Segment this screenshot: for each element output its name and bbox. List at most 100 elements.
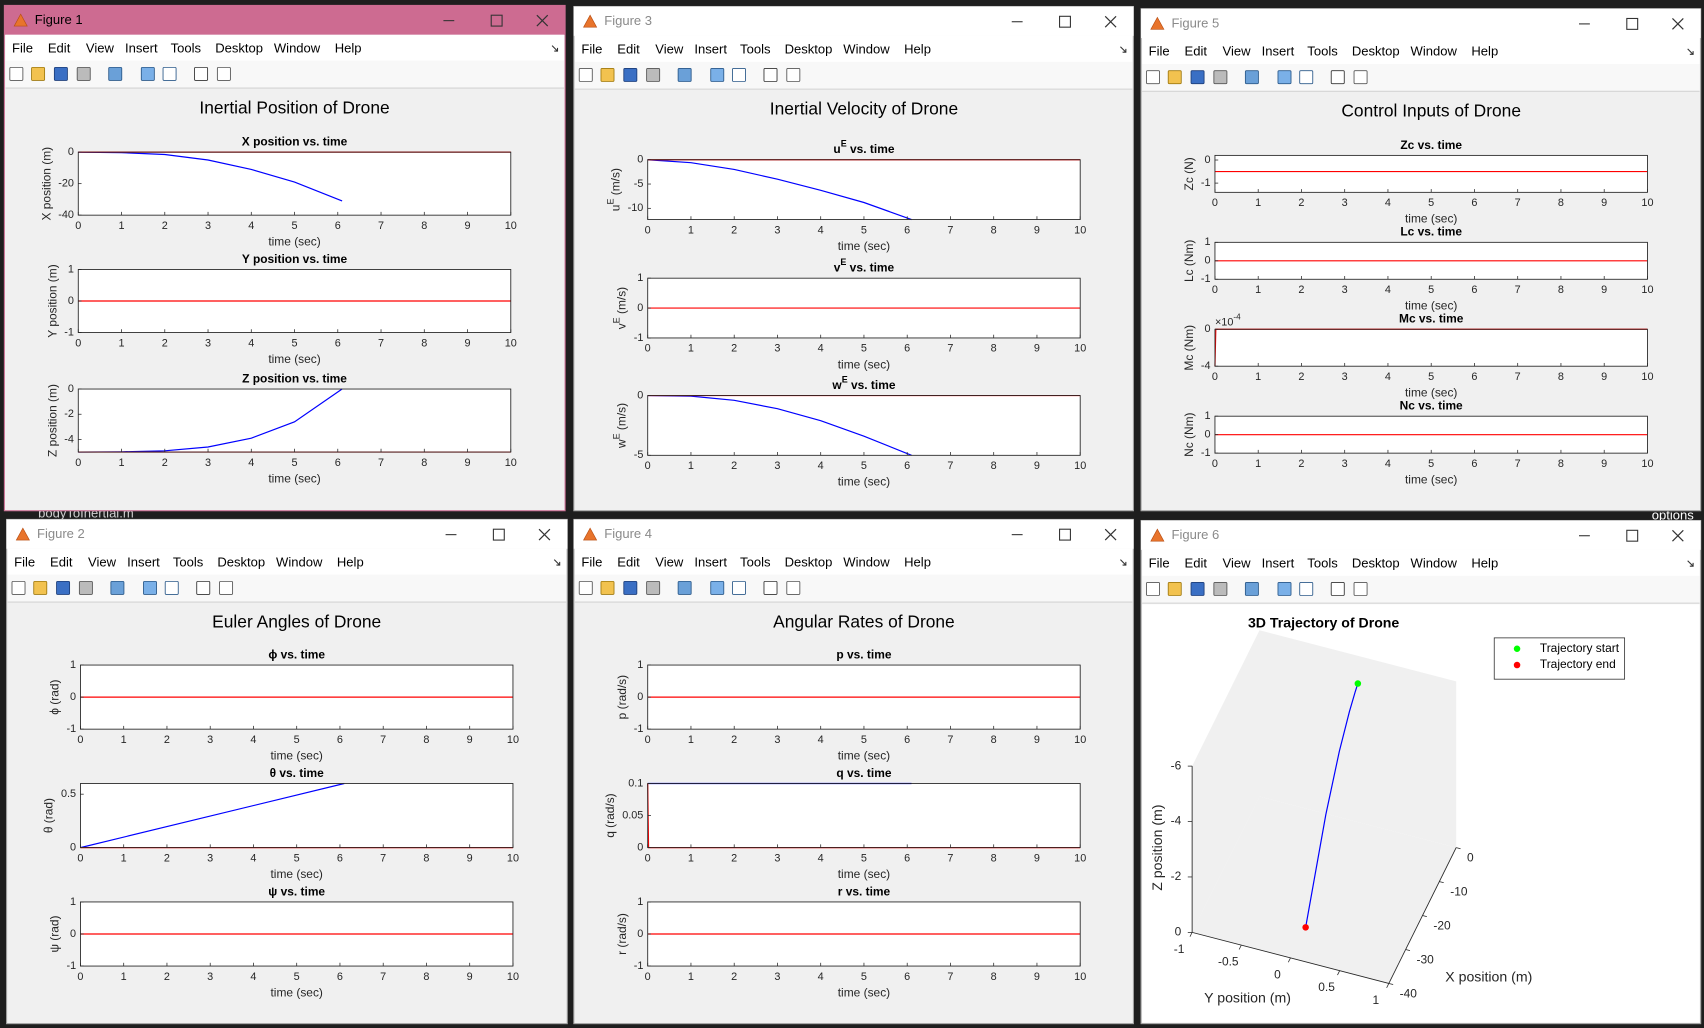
menu-item[interactable]: Insert: [1262, 555, 1295, 570]
toolbar-icon[interactable]: [33, 580, 48, 595]
toolbar-icon[interactable]: [11, 580, 26, 595]
maximize-button[interactable]: [1059, 528, 1071, 541]
toolbar-icon[interactable]: [1330, 582, 1345, 596]
toolbar-icon[interactable]: [162, 66, 177, 81]
menu-item[interactable]: Tools: [740, 41, 771, 56]
menu-item[interactable]: File: [581, 41, 602, 56]
menu-item[interactable]: Window: [1411, 555, 1458, 570]
toolbar-icon[interactable]: [31, 66, 46, 81]
menu-item[interactable]: Tools: [1307, 44, 1338, 59]
toolbar-icon[interactable]: [1244, 70, 1259, 85]
menu-item[interactable]: Help: [1471, 44, 1498, 59]
close-button[interactable]: [1672, 529, 1684, 542]
toolbar-icon[interactable]: [110, 580, 125, 595]
toolbar-icon[interactable]: [1277, 70, 1292, 85]
menu-item[interactable]: Edit: [1185, 555, 1208, 570]
toolbar-icon[interactable]: [1190, 70, 1205, 85]
toolbar-icon[interactable]: [53, 66, 68, 81]
toolbar-icon[interactable]: [600, 580, 615, 595]
toolbar-icon[interactable]: [732, 68, 746, 82]
menu-item[interactable]: Insert: [127, 554, 160, 569]
menu-item[interactable]: Tools: [173, 554, 204, 569]
menu-dock-arrow[interactable]: [1687, 48, 1694, 55]
menu-item[interactable]: File: [1149, 555, 1170, 570]
menu-item[interactable]: File: [581, 554, 602, 569]
menu-item[interactable]: Window: [843, 554, 890, 569]
menu-item[interactable]: View: [655, 41, 684, 56]
menu-item[interactable]: Insert: [125, 40, 158, 55]
menu-item[interactable]: File: [12, 40, 33, 55]
toolbar-icon[interactable]: [216, 66, 231, 81]
toolbar-icon[interactable]: [677, 68, 692, 82]
menu-dock-arrow[interactable]: [553, 559, 561, 566]
toolbar-icon[interactable]: [732, 580, 746, 595]
toolbar-icon[interactable]: [1146, 582, 1160, 596]
toolbar-icon[interactable]: [623, 580, 638, 595]
toolbar-icon[interactable]: [1299, 582, 1314, 596]
menu-item[interactable]: Desktop: [785, 554, 833, 569]
menu-item[interactable]: Desktop: [215, 40, 263, 55]
menu-item[interactable]: File: [1149, 44, 1170, 59]
toolbar-icon[interactable]: [646, 68, 661, 82]
toolbar-icon[interactable]: [710, 68, 725, 82]
toolbar-icon[interactable]: [710, 580, 725, 595]
toolbar-icon[interactable]: [1146, 70, 1160, 85]
menu-item[interactable]: Help: [904, 554, 931, 569]
toolbar-icon[interactable]: [76, 66, 91, 81]
toolbar-icon[interactable]: [1277, 582, 1292, 596]
menu-dock-arrow[interactable]: [1120, 559, 1127, 566]
toolbar-icon[interactable]: [196, 580, 211, 595]
toolbar-icon[interactable]: [578, 68, 593, 82]
menu-item[interactable]: Tools: [1307, 555, 1338, 570]
toolbar-icon[interactable]: [646, 580, 661, 595]
maximize-button[interactable]: [1626, 17, 1639, 30]
toolbar-icon[interactable]: [623, 68, 638, 82]
menu-item[interactable]: View: [1223, 44, 1252, 59]
menu-item[interactable]: Window: [276, 554, 323, 569]
toolbar-icon[interactable]: [143, 580, 157, 595]
menu-item[interactable]: Window: [274, 40, 321, 55]
toolbar-icon[interactable]: [1190, 582, 1205, 596]
toolbar-icon[interactable]: [1213, 70, 1228, 85]
toolbar-icon[interactable]: [600, 68, 615, 82]
toolbar-icon[interactable]: [1330, 70, 1345, 85]
menu-dock-arrow[interactable]: [1120, 46, 1127, 53]
toolbar-icon[interactable]: [1244, 582, 1259, 596]
close-button[interactable]: [538, 528, 551, 541]
menu-item[interactable]: View: [88, 554, 117, 569]
menu-item[interactable]: Tools: [740, 554, 771, 569]
toolbar-icon[interactable]: [786, 580, 801, 595]
menu-item[interactable]: Help: [904, 41, 931, 56]
maximize-button[interactable]: [1059, 15, 1071, 28]
toolbar-icon[interactable]: [677, 580, 692, 595]
close-button[interactable]: [1104, 15, 1117, 28]
toolbar-icon[interactable]: [1353, 70, 1368, 85]
close-button[interactable]: [1104, 528, 1117, 541]
toolbar-icon[interactable]: [786, 68, 801, 82]
maximize-button[interactable]: [490, 14, 503, 27]
menu-item[interactable]: Desktop: [1352, 555, 1400, 570]
toolbar-icon[interactable]: [140, 66, 155, 81]
menu-item[interactable]: File: [14, 554, 35, 569]
menu-item[interactable]: Desktop: [1352, 44, 1400, 59]
toolbar-icon[interactable]: [578, 580, 593, 595]
menu-item[interactable]: Help: [337, 554, 364, 569]
toolbar-icon[interactable]: [1213, 582, 1228, 596]
menu-item[interactable]: Window: [1411, 44, 1458, 59]
menu-item[interactable]: Window: [843, 41, 890, 56]
menu-item[interactable]: Tools: [171, 40, 202, 55]
menu-item[interactable]: Edit: [48, 40, 71, 55]
toolbar-icon[interactable]: [9, 66, 24, 81]
menu-item[interactable]: Insert: [694, 41, 727, 56]
toolbar-icon[interactable]: [1353, 582, 1368, 596]
toolbar-icon[interactable]: [164, 580, 179, 595]
menu-item[interactable]: Edit: [1185, 44, 1208, 59]
menu-item[interactable]: Help: [1471, 555, 1498, 570]
menu-item[interactable]: Edit: [617, 41, 640, 56]
toolbar-icon[interactable]: [219, 580, 234, 595]
menu-item[interactable]: View: [655, 554, 684, 569]
menu-item[interactable]: Edit: [617, 554, 640, 569]
maximize-button[interactable]: [492, 528, 505, 541]
menu-dock-arrow[interactable]: [1687, 560, 1694, 567]
toolbar-icon[interactable]: [108, 66, 123, 81]
